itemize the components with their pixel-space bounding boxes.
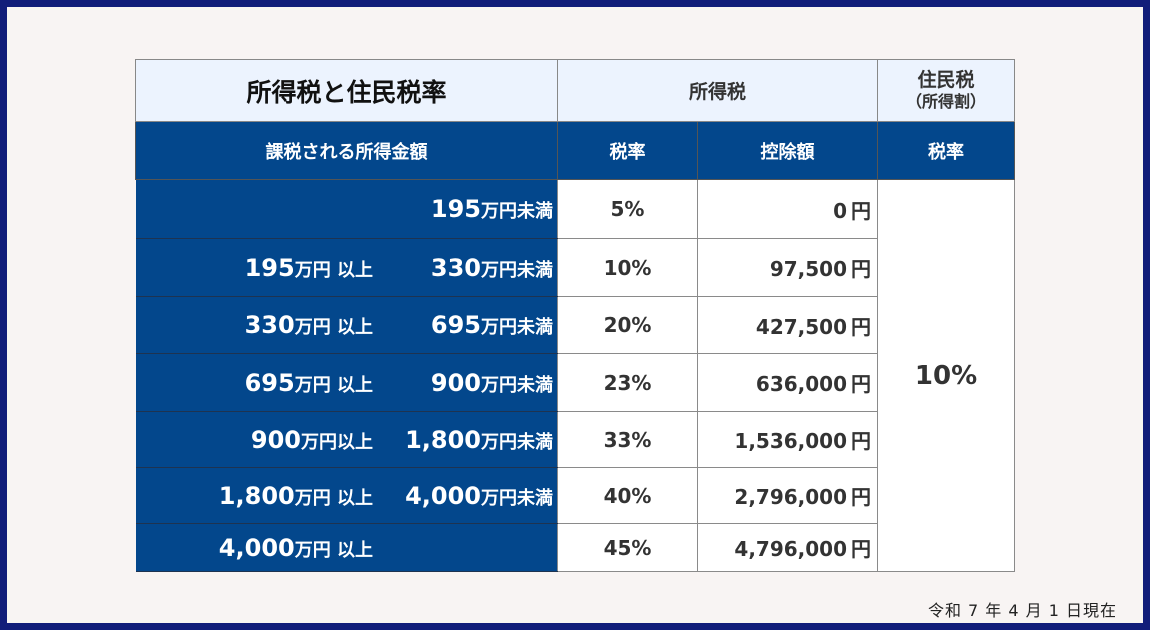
- col-header-income: 課税される所得金額: [135, 121, 558, 180]
- income-from-unit: 万円 以上: [294, 539, 373, 561]
- deduction-amount: 97,500 円: [696, 238, 879, 297]
- income-tax-rate: 23%: [557, 353, 698, 412]
- table-row: 900万円以上 1,800万円未満 33% 1,536,000 円: [135, 411, 1015, 468]
- deduction-value: 4,796,000: [734, 537, 848, 561]
- income-to-value: 900: [430, 368, 481, 397]
- deduction-amount: 1,536,000 円: [696, 411, 879, 468]
- income-from-unit: 万円以上: [301, 431, 373, 453]
- income-range: 330万円 以上 695万円未満: [135, 296, 558, 354]
- group-income-tax: 所得税: [556, 59, 879, 122]
- deduction-amount: 4,796,000 円: [696, 523, 879, 572]
- income-tax-rate: 5%: [557, 179, 698, 239]
- income-tax-rate: 40%: [557, 467, 698, 524]
- page-frame: 所得税と住民税率 所得税 住民税 （所得割） 課税される所得金額 税率 控除額 …: [7, 7, 1143, 623]
- table-header-top: 所得税と住民税率 所得税 住民税 （所得割）: [135, 59, 1016, 122]
- income-from-value: 195: [244, 253, 295, 282]
- income-to-value: 1,800: [405, 425, 481, 454]
- deduction-value: 0: [833, 198, 848, 223]
- deduction-value: 97,500: [769, 257, 848, 281]
- income-tax-rate: 10%: [557, 238, 698, 297]
- col-header-resident-tax-rate: 税率: [877, 121, 1016, 180]
- table-row: 195万円 以上 330万円未満 10% 97,500 円: [135, 238, 1015, 297]
- group-resident-tax-sub: （所得割）: [906, 92, 987, 112]
- yen-unit: 円: [851, 485, 872, 509]
- income-tax-rate: 33%: [557, 411, 698, 468]
- income-range: 900万円以上 1,800万円未満: [135, 411, 558, 468]
- deduction-amount: 427,500 円: [696, 296, 879, 354]
- yen-unit: 円: [851, 198, 872, 223]
- income-from-value: 695: [244, 368, 295, 397]
- as-of-date-note: 令和 7 年 4 月 1 日現在: [927, 601, 1117, 620]
- deduction-value: 1,536,000: [734, 429, 848, 453]
- yen-unit: 円: [851, 372, 872, 396]
- table-row: 1,800万円 以上 4,000万円未満 40% 2,796,000 円: [135, 467, 1015, 524]
- deduction-value: 636,000: [755, 372, 848, 396]
- income-tax-rate: 20%: [557, 296, 698, 354]
- income-range: 1,800万円 以上 4,000万円未満: [135, 467, 558, 524]
- income-from-unit: 万円 以上: [294, 487, 373, 509]
- income-to-unit: 万円未満: [481, 374, 553, 396]
- deduction-amount: 636,000 円: [696, 353, 879, 412]
- deduction-amount: 2,796,000 円: [696, 467, 879, 524]
- group-resident-tax: 住民税 （所得割）: [877, 59, 1016, 122]
- yen-unit: 円: [851, 314, 872, 339]
- income-to-unit: 万円未満: [481, 431, 553, 453]
- resident-tax-rate: 10%: [877, 179, 1016, 572]
- income-range: 695万円 以上 900万円未満: [135, 353, 558, 412]
- income-to-unit: 万円未満: [481, 317, 553, 338]
- table-row: 695万円 以上 900万円未満 23% 636,000 円: [135, 353, 1015, 412]
- col-header-deduction: 控除額: [696, 121, 879, 180]
- income-to-unit: 万円未満: [481, 487, 553, 509]
- income-from-unit: 万円 以上: [294, 374, 373, 396]
- income-from-unit: 万円 以上: [294, 259, 373, 281]
- income-to-value: 695: [430, 311, 481, 339]
- deduction-value: 2,796,000: [734, 485, 848, 509]
- yen-unit: 円: [851, 537, 872, 561]
- deduction-value: 427,500: [755, 314, 848, 339]
- table-row: 4,000万円 以上 45% 4,796,000 円: [135, 523, 1015, 572]
- income-from-value: 4,000: [218, 533, 295, 562]
- yen-unit: 円: [851, 429, 872, 453]
- income-from-value: 1,800: [218, 481, 295, 510]
- income-to-unit: 万円未満: [481, 201, 553, 222]
- table-header-columns: 課税される所得金額 税率 控除額 税率: [135, 121, 1016, 180]
- income-from-value: 330: [244, 311, 295, 339]
- income-from-value: 900: [250, 425, 301, 454]
- tax-rate-table: 所得税と住民税率 所得税 住民税 （所得割） 課税される所得金額 税率 控除額 …: [135, 59, 1016, 572]
- table-row: 330万円 以上 695万円未満 20% 427,500 円: [135, 296, 1015, 354]
- income-from-unit: 万円 以上: [294, 317, 373, 338]
- income-to-value: 4,000: [405, 481, 481, 510]
- income-to-value: 195: [430, 195, 481, 223]
- table-title: 所得税と住民税率: [135, 59, 558, 122]
- income-range: 195万円 以上 330万円未満: [135, 238, 558, 297]
- income-to-value: 330: [430, 253, 481, 282]
- yen-unit: 円: [851, 257, 872, 281]
- income-range: 4,000万円 以上: [135, 523, 558, 572]
- income-to-unit: 万円未満: [481, 259, 553, 281]
- group-resident-tax-label: 住民税: [917, 68, 975, 91]
- col-header-income-tax-rate: 税率: [557, 121, 698, 180]
- income-tax-rate: 45%: [557, 523, 698, 572]
- income-range: 195万円未満: [135, 179, 558, 239]
